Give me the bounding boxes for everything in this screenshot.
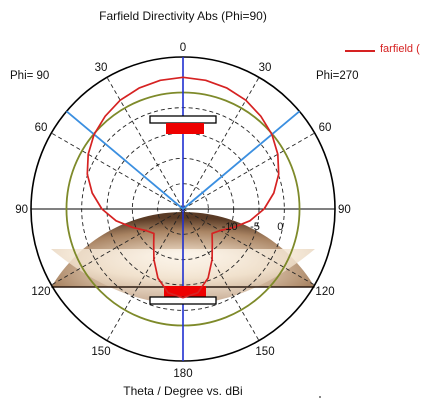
antenna-marker-top: [149, 115, 217, 124]
grid-spoke: [182, 208, 315, 286]
antenna-marker-top-fill: [166, 123, 204, 134]
phi-left-label: Phi= 90: [10, 70, 50, 82]
grid-spoke: [51, 132, 184, 210]
angle-tick-label: 120: [31, 286, 50, 298]
beam-line: [65, 110, 184, 210]
angle-tick-label: 60: [35, 122, 48, 134]
grid-spoke: [182, 77, 260, 210]
x-axis-label: Theta / Degree vs. dBi: [123, 384, 243, 398]
angle-tick-label: 90: [15, 204, 28, 216]
legend: farfield (: [343, 44, 422, 58]
angle-tick-label: 150: [91, 346, 110, 358]
phi-right-label: Phi=270: [316, 70, 359, 82]
legend-swatch: [345, 50, 375, 52]
angle-tick-label: 60: [319, 122, 332, 134]
radial-tick-label: 0: [277, 221, 283, 233]
angle-tick-label: 0: [180, 42, 186, 54]
grid-spoke: [106, 77, 184, 210]
legend-label: farfield (: [380, 44, 420, 55]
angle-tick-label: 150: [255, 346, 274, 358]
beam-line: [182, 110, 301, 210]
grid-spoke: [182, 208, 260, 341]
antenna-marker-bottom-fill: [164, 286, 206, 297]
angle-tick-label: 30: [95, 62, 108, 74]
grid-spoke: [106, 208, 184, 341]
angle-tick-label: 180: [173, 368, 192, 380]
angle-tick-label: 120: [315, 286, 334, 298]
grid-spoke: [182, 132, 315, 210]
angle-tick-label: 90: [338, 204, 351, 216]
radial-tick-label: -5: [250, 221, 260, 233]
chart-title: Farfield Directivity Abs (Phi=90): [99, 9, 267, 23]
series-curve: [86, 76, 280, 299]
angle-tick-label: 30: [259, 62, 272, 74]
grid-spoke: [51, 208, 184, 286]
polar-plot: 0 30 60 90 120 150 180 30 60 90 120 150 -10 -5 0: [15, 42, 351, 380]
stray-dot: [319, 396, 321, 398]
radial-tick-label: -10: [222, 221, 238, 233]
